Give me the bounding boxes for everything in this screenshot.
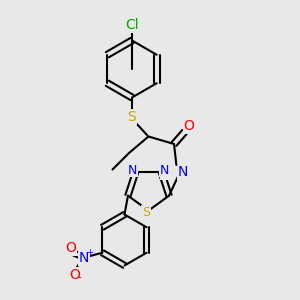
Text: N: N <box>79 251 89 265</box>
Text: N: N <box>128 164 137 176</box>
Text: N: N <box>160 164 169 176</box>
Text: N: N <box>178 166 188 179</box>
Text: S: S <box>142 206 150 219</box>
Text: S: S <box>128 110 136 124</box>
Text: O: O <box>65 241 76 255</box>
Text: H: H <box>160 166 170 179</box>
Text: O: O <box>69 268 80 282</box>
Text: O: O <box>183 119 194 133</box>
Text: Cl: Cl <box>125 18 139 32</box>
Text: -: - <box>78 272 82 282</box>
Text: +: + <box>86 248 93 257</box>
